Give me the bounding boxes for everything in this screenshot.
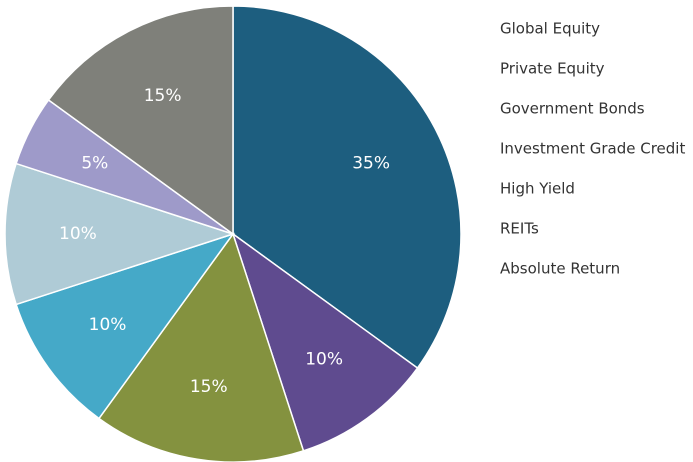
slice-label: 10% <box>59 224 97 244</box>
pie-slice <box>231 232 419 452</box>
slice-label: 10% <box>89 315 127 335</box>
slice-label: 5% <box>81 154 108 174</box>
slice-label: 15% <box>144 86 182 106</box>
legend-entry: Investment Grade Credit <box>500 140 685 158</box>
legend-entry: Absolute Return <box>500 260 620 278</box>
pie-slice <box>15 232 235 420</box>
legend-entry: REITs <box>500 220 539 238</box>
slice-label: 35% <box>352 154 390 174</box>
legend-entry: Government Bonds <box>500 100 645 118</box>
legend-entry: Global Equity <box>500 20 600 38</box>
legend-entry: Private Equity <box>500 60 605 78</box>
legend-entry: High Yield <box>500 180 575 198</box>
pie-slice <box>97 232 305 462</box>
pie-slice <box>232 5 462 370</box>
pie-slice <box>4 162 236 306</box>
slice-label: 15% <box>190 377 228 397</box>
pie-slice <box>47 5 234 236</box>
slice-label: 10% <box>305 349 343 369</box>
